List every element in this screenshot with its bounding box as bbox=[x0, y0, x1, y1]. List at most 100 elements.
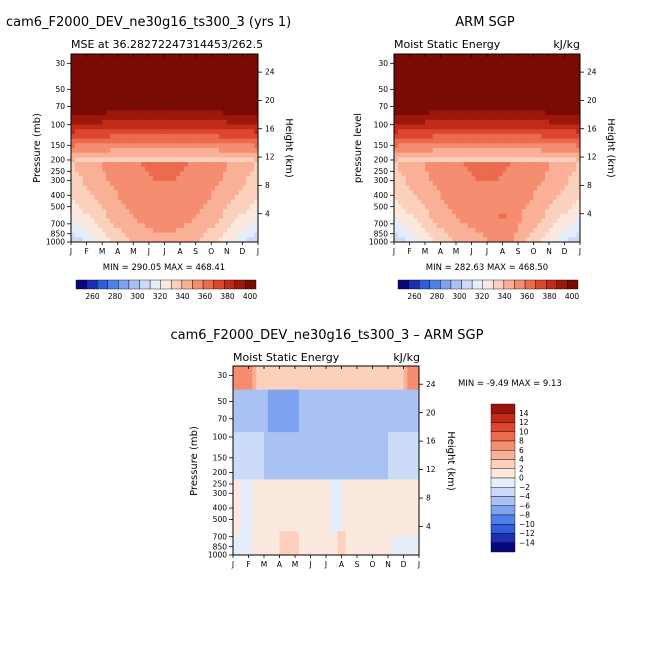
field-cell bbox=[180, 58, 185, 64]
field-cell bbox=[494, 180, 500, 186]
field-cell bbox=[264, 436, 269, 442]
field-cell bbox=[256, 446, 261, 452]
field-cell bbox=[211, 166, 216, 172]
field-cell bbox=[248, 436, 253, 442]
field-cell bbox=[233, 498, 238, 504]
field-cell bbox=[230, 152, 236, 158]
field-cell bbox=[211, 101, 216, 107]
field-cell bbox=[521, 110, 527, 116]
field-cell bbox=[552, 119, 558, 125]
field-cell bbox=[514, 162, 519, 168]
field-cell bbox=[310, 498, 315, 504]
field-cell bbox=[560, 237, 565, 243]
field-cell bbox=[187, 77, 193, 83]
field-cell bbox=[148, 68, 154, 74]
field-cell bbox=[279, 507, 284, 513]
field-cell bbox=[199, 91, 204, 97]
field-cell bbox=[242, 162, 247, 168]
field-cell bbox=[456, 143, 461, 149]
field-cell bbox=[444, 124, 449, 130]
field-cell bbox=[244, 417, 249, 424]
field-cell bbox=[314, 417, 319, 424]
field-cell bbox=[425, 86, 430, 92]
field-cell bbox=[242, 124, 247, 130]
colorbar-swatch bbox=[224, 279, 236, 290]
field-cell bbox=[568, 176, 573, 182]
field-cell bbox=[521, 157, 527, 163]
field-cell bbox=[283, 384, 288, 391]
field-cell bbox=[318, 536, 323, 542]
field-cell bbox=[117, 63, 123, 69]
x-tick-label: A bbox=[178, 247, 184, 256]
field-cell bbox=[279, 479, 284, 485]
field-cell bbox=[287, 384, 292, 391]
field-cell bbox=[295, 403, 300, 409]
field-cell bbox=[113, 110, 119, 116]
field-cell bbox=[207, 124, 212, 130]
field-cell bbox=[256, 536, 261, 542]
field-cell bbox=[452, 162, 457, 168]
field-cell bbox=[211, 138, 216, 144]
field-cell bbox=[242, 129, 247, 135]
field-cell bbox=[506, 237, 511, 243]
field-cell bbox=[521, 138, 527, 144]
field-cell bbox=[180, 105, 185, 111]
field-cell bbox=[514, 77, 519, 83]
field-cell bbox=[413, 148, 418, 154]
field-cell bbox=[514, 199, 519, 205]
field-cell bbox=[405, 162, 410, 168]
field-cell bbox=[521, 124, 527, 130]
field-cell bbox=[254, 213, 259, 219]
field-cell bbox=[510, 119, 515, 125]
colorbar-label: 400 bbox=[243, 292, 258, 301]
y-tick-label: 200 bbox=[51, 156, 66, 165]
field-cell bbox=[533, 110, 538, 116]
field-cell bbox=[428, 180, 434, 186]
field-cell bbox=[576, 237, 581, 243]
field-cell bbox=[248, 408, 253, 414]
field-cell bbox=[564, 110, 569, 116]
field-cell bbox=[490, 101, 496, 107]
field-cell bbox=[275, 465, 280, 471]
field-cell bbox=[314, 375, 319, 381]
field-cell bbox=[467, 115, 472, 121]
field-cell bbox=[82, 204, 87, 210]
field-cell bbox=[129, 91, 134, 97]
field-cell bbox=[302, 536, 308, 542]
field-cell bbox=[467, 199, 472, 205]
field-cell bbox=[394, 166, 399, 172]
field-cell bbox=[244, 540, 249, 546]
field-cell bbox=[222, 176, 228, 182]
field-cell bbox=[545, 223, 550, 229]
field-cell bbox=[183, 96, 189, 102]
field-cell bbox=[129, 227, 134, 233]
field-cell bbox=[498, 209, 503, 215]
field-cell bbox=[576, 133, 581, 139]
field-cell bbox=[86, 190, 91, 196]
field-cell bbox=[314, 545, 319, 551]
field-cell bbox=[413, 157, 418, 163]
field-cell bbox=[183, 218, 189, 224]
field-cell bbox=[564, 171, 569, 177]
field-cell bbox=[156, 124, 162, 130]
field-cell bbox=[191, 232, 197, 238]
field-cell bbox=[215, 166, 220, 172]
field-cell bbox=[129, 218, 134, 224]
field-cell bbox=[109, 148, 115, 154]
field-cell bbox=[78, 58, 84, 64]
field-cell bbox=[78, 232, 84, 238]
field-cell bbox=[156, 237, 162, 243]
field-cell bbox=[195, 209, 200, 215]
field-cell bbox=[137, 166, 142, 172]
field-cell bbox=[556, 77, 562, 83]
field-cell bbox=[254, 96, 259, 102]
field-cell bbox=[271, 488, 277, 494]
field-cell bbox=[444, 223, 449, 229]
field-cell bbox=[102, 166, 107, 172]
field-cell bbox=[490, 86, 496, 92]
field-cell bbox=[82, 143, 87, 149]
field-cell bbox=[264, 465, 269, 471]
field-cell bbox=[141, 180, 146, 186]
field-cell bbox=[195, 166, 200, 172]
field-cell bbox=[498, 166, 503, 172]
